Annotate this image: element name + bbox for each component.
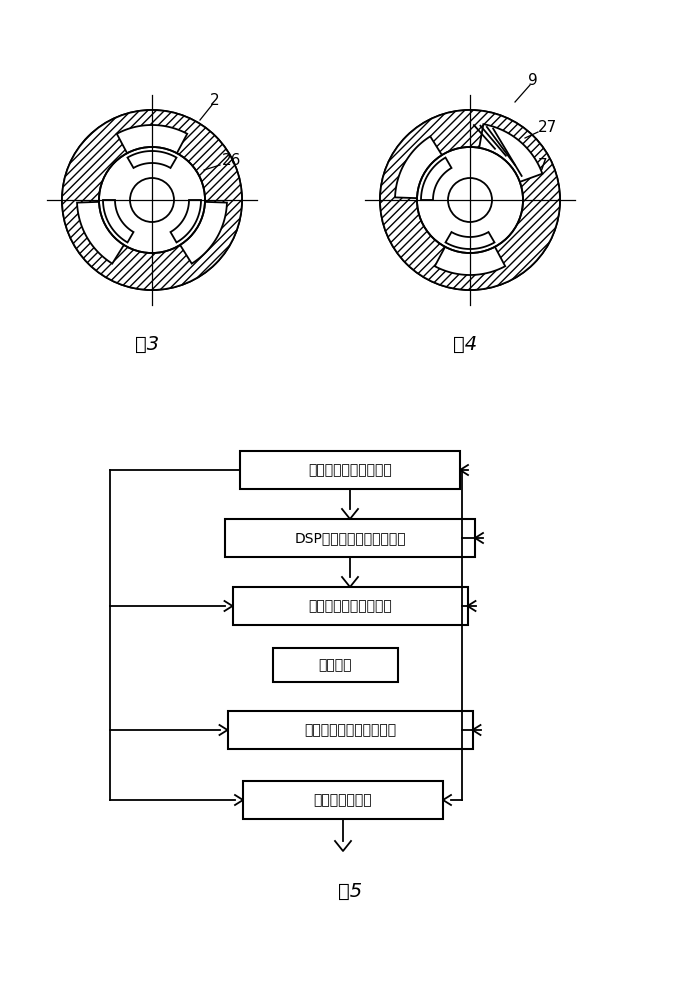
Text: 27: 27 [538, 120, 557, 135]
Text: 电源模块: 电源模块 [318, 658, 351, 672]
Circle shape [62, 110, 242, 290]
Circle shape [62, 110, 242, 290]
Text: 图5: 图5 [338, 882, 362, 901]
Circle shape [448, 178, 492, 222]
Circle shape [130, 178, 174, 222]
Text: 信号放大发射电路模块: 信号放大发射电路模块 [308, 599, 392, 613]
Polygon shape [395, 136, 445, 198]
Polygon shape [171, 200, 201, 242]
Text: 信号接收调理电路模块: 信号接收调理电路模块 [308, 463, 392, 477]
Polygon shape [445, 232, 494, 249]
Circle shape [380, 110, 560, 290]
Circle shape [380, 110, 560, 290]
Text: 26: 26 [222, 153, 242, 168]
Text: 图3: 图3 [135, 335, 159, 354]
Text: DSP井下数字信号处理模块: DSP井下数字信号处理模块 [294, 531, 406, 545]
Bar [240, 451, 460, 489]
Bar [243, 781, 443, 819]
Polygon shape [421, 158, 452, 200]
Text: 7: 7 [538, 158, 547, 173]
Circle shape [99, 147, 205, 253]
Bar [272, 648, 398, 682]
Polygon shape [127, 151, 176, 168]
Polygon shape [435, 241, 505, 275]
Text: 9: 9 [528, 73, 538, 88]
Circle shape [417, 147, 523, 253]
Polygon shape [103, 200, 134, 242]
Text: 压电陶瓷换能器: 压电陶瓷换能器 [314, 793, 372, 807]
Polygon shape [77, 202, 127, 264]
Bar [225, 519, 475, 557]
Text: 2: 2 [210, 93, 220, 108]
Bar [228, 711, 472, 749]
Polygon shape [177, 202, 227, 264]
Bar [232, 587, 468, 625]
Text: 压力与温度一体式传感器: 压力与温度一体式传感器 [304, 723, 396, 737]
Text: 图4: 图4 [453, 335, 477, 354]
Polygon shape [117, 125, 187, 159]
Polygon shape [478, 124, 542, 185]
